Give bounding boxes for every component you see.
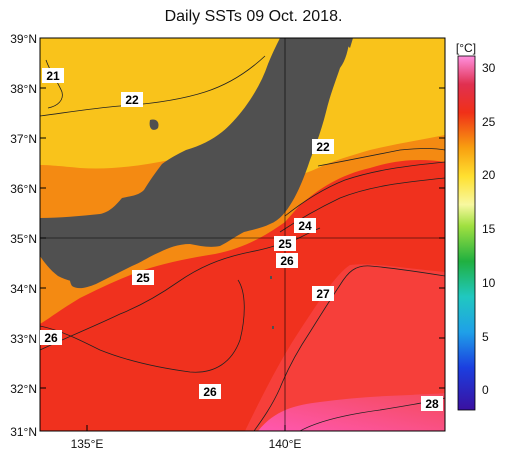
contour-value-labels: 21 22 22 24 25 26 25 27 26 26 28 (40, 68, 443, 411)
contour-label-22-north: 22 (125, 93, 139, 107)
contour-22-north (40, 55, 266, 117)
lat-label-35: 35°N (10, 232, 37, 246)
sst-pink-zone (258, 393, 445, 431)
contour-label-26-south: 26 (203, 385, 217, 399)
colorbar-tick-10: 10 (482, 276, 496, 290)
sst-yellow-zone (40, 38, 445, 180)
contour-24 (284, 161, 445, 217)
map-title: Daily SSTs 09 Oct. 2018. (164, 8, 343, 25)
lat-label-31: 31°N (10, 425, 37, 439)
colorbar-tick-20: 20 (482, 168, 496, 182)
contour-label-27: 27 (316, 287, 330, 301)
grid-lines (40, 38, 445, 431)
lat-label-36: 36°N (10, 182, 37, 196)
land-oshima (270, 276, 272, 279)
land-sado (149, 119, 159, 130)
land-north-cape (340, 38, 353, 48)
lat-label-34: 34°N (10, 282, 37, 296)
land-miyake (272, 326, 274, 329)
colorbar-tick-labels: 30 25 20 15 10 5 0 (482, 61, 496, 397)
land-honshu (40, 38, 350, 289)
lat-label-37: 37°N (10, 132, 37, 146)
sst-field (40, 38, 445, 431)
contour-label-25-east: 25 (278, 237, 292, 251)
lat-label-39: 39°N (10, 32, 37, 46)
lat-label-33: 33°N (10, 332, 37, 346)
land-shikoku (40, 238, 102, 283)
contour-label-22-east: 22 (316, 140, 330, 154)
contour-26-south (40, 279, 245, 373)
contour-label-26-west: 26 (44, 331, 58, 345)
lat-label-32: 32°N (10, 382, 37, 396)
lat-labels: 39°N 38°N 37°N 36°N 35°N 34°N 33°N 32°N … (10, 32, 37, 439)
contour-label-21: 21 (46, 69, 60, 83)
contour-label-28: 28 (425, 397, 439, 411)
colorbar-tick-5: 5 (482, 330, 489, 344)
colorbar-scale (457, 55, 476, 411)
contour-label-24: 24 (298, 219, 312, 233)
colorbar-tick-0: 0 (482, 383, 489, 397)
lat-ticks (40, 37, 445, 432)
lon-label-135: 135°E (71, 437, 104, 451)
map-frame (39, 37, 446, 432)
sst-red-zone (245, 264, 445, 431)
colorbar-tick-30: 30 (482, 61, 496, 75)
colorbar-tick-25: 25 (482, 115, 496, 129)
lon-labels: 135°E 140°E (71, 437, 302, 451)
contour-26-west (40, 235, 291, 351)
contour-label-25-west: 25 (136, 271, 150, 285)
colorbar-unit: [°C] (456, 41, 476, 55)
colorbar: [°C] 30 25 20 15 10 5 0 (456, 41, 496, 411)
contour-22-east (317, 148, 445, 167)
lat-label-38: 38°N (10, 82, 37, 96)
colorbar-tick-15: 15 (482, 222, 496, 236)
contour-27 (253, 265, 445, 431)
lon-label-140: 140°E (269, 437, 302, 451)
contour-label-26-mid: 26 (280, 254, 294, 268)
